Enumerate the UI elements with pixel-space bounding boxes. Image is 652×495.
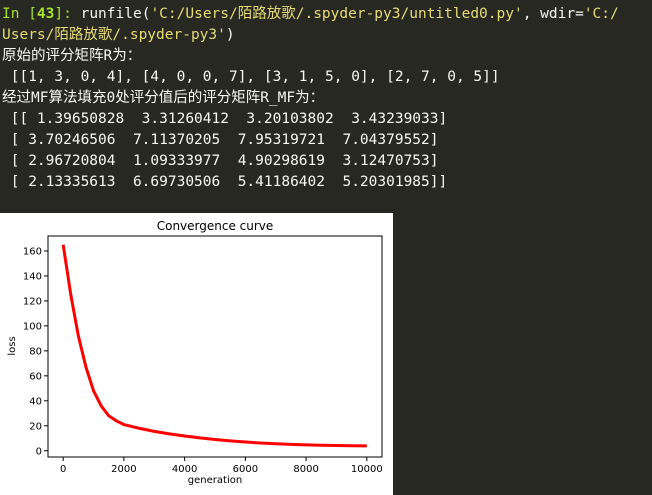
console-output: In [43]: runfile('C:/Users/陌路放歌/.spyder-… (2, 4, 650, 193)
command-wdir-part1: 'C:/ (583, 6, 619, 22)
y-tick-label: 20 (29, 421, 42, 432)
command-line: In [43]: runfile('C:/Users/陌路放歌/.spyder-… (2, 4, 650, 25)
command-wdir-part2: Users/陌路放歌/.spyder-py3' (2, 27, 226, 43)
command-filepath: 'C:/Users/陌路放歌/.spyder-py3/untitled0.py' (150, 6, 523, 22)
loss-curve (61, 244, 367, 448)
convergence-chart: Convergence curve 020406080100120140160 … (7, 219, 383, 486)
y-tick-label: 40 (29, 396, 42, 407)
plot-area (47, 235, 383, 458)
x-tick-label: 0 (60, 464, 66, 475)
plot-figure: Convergence curve 0 20 40 60 80 100 120 140 160 … (0, 213, 393, 495)
x-tick-label: 8000 (293, 464, 318, 475)
prompt-suffix: ]: (54, 6, 72, 22)
prompt-number: 43 (36, 6, 55, 22)
x-axis: 0 2000 4000 6000 8000 10000 (60, 457, 383, 475)
command-function: runfile( (71, 6, 151, 22)
y-tick-label: 120 (23, 296, 42, 307)
x-axis-label: generation (188, 475, 242, 486)
x-tick-label: 2000 (111, 464, 136, 475)
output-line: [ 2.96720804 1.09333977 4.90298619 3.124… (2, 153, 439, 169)
y-axis-label: loss (7, 336, 18, 355)
y-tick-label: 160 (23, 246, 42, 257)
y-tick-label: 60 (29, 371, 42, 382)
command-wdir-keyword: , wdir= (522, 6, 584, 22)
output-line: [[ 1.39650828 3.31260412 3.20103802 3.43… (2, 111, 448, 127)
y-tick-label: 100 (23, 321, 42, 332)
chart-title: Convergence curve (157, 219, 274, 233)
command-line-continued: Users/陌路放歌/.spyder-py3') (2, 25, 650, 46)
output-line: [ 3.70246506 7.11370205 7.95319721 7.043… (2, 132, 439, 148)
prompt-prefix: In [ (2, 6, 37, 22)
output-line: 原始的评分矩阵R为： (2, 48, 142, 64)
output-line: [ 2.13335613 6.69730506 5.41186402 5.203… (2, 174, 448, 190)
x-tick-label: 6000 (233, 464, 258, 475)
output-line: 经过MF算法填充0处评分值后的评分矩阵R_MF为： (2, 90, 325, 106)
output-line: [[1, 3, 0, 4], [4, 0, 0, 7], [3, 1, 5, 0… (2, 69, 500, 85)
y-axis: 0 20 40 60 80 100 120 140 160 (23, 246, 48, 457)
y-tick-label: 140 (23, 271, 42, 282)
x-tick-label: 4000 (172, 464, 197, 475)
y-tick-label: 0 (36, 446, 42, 457)
y-tick-label: 80 (29, 346, 42, 357)
command-close: ) (225, 27, 235, 43)
x-tick-label: 10000 (351, 464, 383, 475)
